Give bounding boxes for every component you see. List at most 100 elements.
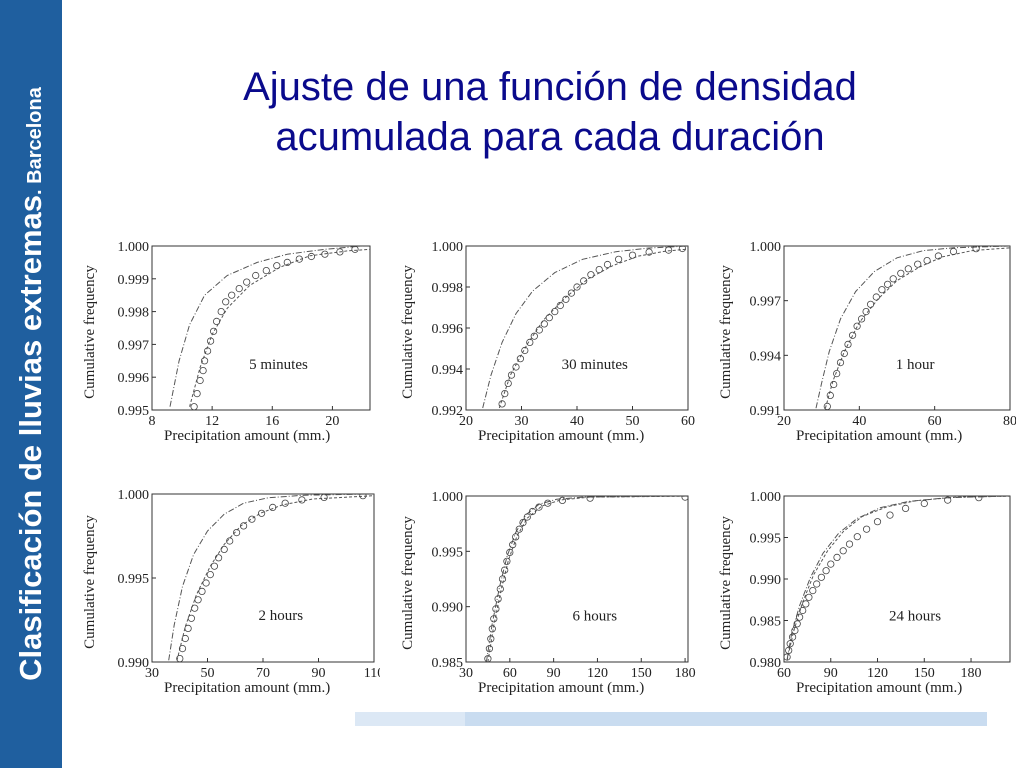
x-tick-label: 70 [256, 666, 270, 681]
data-point [184, 624, 192, 632]
data-point [226, 537, 234, 545]
data-point [934, 252, 942, 260]
data-point [213, 317, 221, 326]
data-point [199, 367, 207, 375]
panel-label: 30 minutes [562, 357, 628, 373]
data-point [490, 615, 498, 623]
chart-6-hours: 30 60 90 120 150 180 0.985 0.990 0.995 1.000 Preci… [400, 490, 696, 696]
y-tick-label: 0.995 [750, 532, 782, 547]
data-point [206, 571, 214, 579]
data-point [802, 600, 810, 608]
side-banner-main: Clasificación de lluvias extremas [13, 194, 48, 681]
y-tick-label: 0.991 [750, 404, 782, 419]
x-tick-label: 30 [145, 666, 159, 681]
y-tick-label: 0.998 [118, 306, 150, 321]
x-axis-label: Precipitation amount (mm.) [478, 428, 644, 444]
data-point [526, 338, 534, 347]
data-point [889, 275, 897, 283]
data-point [836, 359, 845, 367]
plot-area [784, 496, 1010, 661]
data-point [681, 496, 688, 501]
data-point [949, 247, 958, 256]
data-point [512, 363, 520, 371]
x-tick-label: 20 [777, 414, 791, 429]
plot-frame [783, 245, 1011, 411]
x-tick-label: 120 [587, 666, 608, 681]
data-point [817, 573, 826, 581]
data-point [873, 518, 882, 526]
data-point [351, 246, 359, 253]
data-point [196, 376, 204, 385]
data-point [897, 269, 905, 277]
data-point [484, 655, 492, 662]
data-point [809, 587, 817, 595]
data-point [580, 277, 588, 285]
plot-area [815, 246, 1010, 410]
x-axis-label: Precipitation amount (mm.) [796, 680, 962, 696]
data-point [220, 545, 228, 554]
data-point [827, 560, 835, 568]
data-point [178, 645, 187, 653]
data-point [830, 380, 838, 389]
page-title-line-2: acumulada para cada duración [275, 115, 825, 159]
x-tick-label: 8 [149, 414, 156, 429]
data-point [521, 346, 529, 355]
data-point [501, 566, 509, 574]
plot-area [169, 246, 370, 410]
fit-curve-b [176, 495, 374, 661]
data-point [359, 494, 367, 500]
data-point [222, 298, 230, 306]
y-tick-label: 0.996 [118, 371, 150, 386]
data-point [273, 262, 281, 270]
data-point [840, 349, 848, 358]
data-point [283, 258, 291, 267]
data-point [878, 286, 886, 294]
y-tick-label: 0.999 [118, 273, 150, 288]
y-axis-label: Cumulative frequency [400, 516, 416, 650]
fit-curve-b [786, 496, 1010, 661]
data-point [972, 246, 980, 253]
y-tick-label: 1.000 [118, 240, 150, 255]
data-point [849, 331, 857, 339]
data-point [215, 554, 223, 562]
x-tick-label: 50 [626, 414, 640, 429]
data-point [488, 625, 496, 633]
fit-curve-a [485, 496, 688, 662]
data-point [187, 614, 196, 622]
data-point [210, 562, 218, 570]
plot-frame [465, 495, 689, 663]
plot-frame [151, 245, 371, 411]
data-point [496, 585, 504, 593]
data-point [975, 496, 983, 502]
data-point [512, 533, 520, 541]
y-tick-label: 1.000 [750, 240, 782, 255]
fit-curve-b [824, 247, 1010, 409]
data-point [562, 295, 570, 303]
data-point [595, 265, 603, 274]
x-tick-label: 90 [312, 666, 326, 681]
data-point [902, 504, 910, 512]
fit-curve-b [487, 496, 688, 662]
plot-frame [783, 495, 1011, 663]
chart-1-hour: 20 40 60 80 0.991 0.994 0.997 1.000 Precipitatio… [718, 240, 1016, 444]
data-point [872, 293, 880, 301]
x-axis-label: Precipitation amount (mm.) [164, 680, 330, 696]
data-point [228, 291, 236, 299]
plot-frame [151, 493, 375, 663]
side-banner: Clasificación de lluvias extremas. Barce… [0, 0, 62, 768]
data-point [240, 522, 248, 530]
data-point [181, 634, 189, 643]
data-point [904, 265, 912, 273]
data-point [664, 246, 673, 254]
x-tick-label: 40 [852, 414, 866, 429]
x-tick-label: 60 [777, 666, 791, 681]
data-point [573, 283, 581, 291]
data-point [503, 557, 511, 565]
data-point [204, 347, 212, 355]
data-point [198, 587, 206, 596]
data-point [833, 370, 841, 378]
y-tick-label: 1.000 [432, 240, 464, 255]
data-point [845, 540, 854, 548]
data-point [805, 593, 813, 601]
y-axis-label: Cumulative frequency [718, 265, 734, 399]
